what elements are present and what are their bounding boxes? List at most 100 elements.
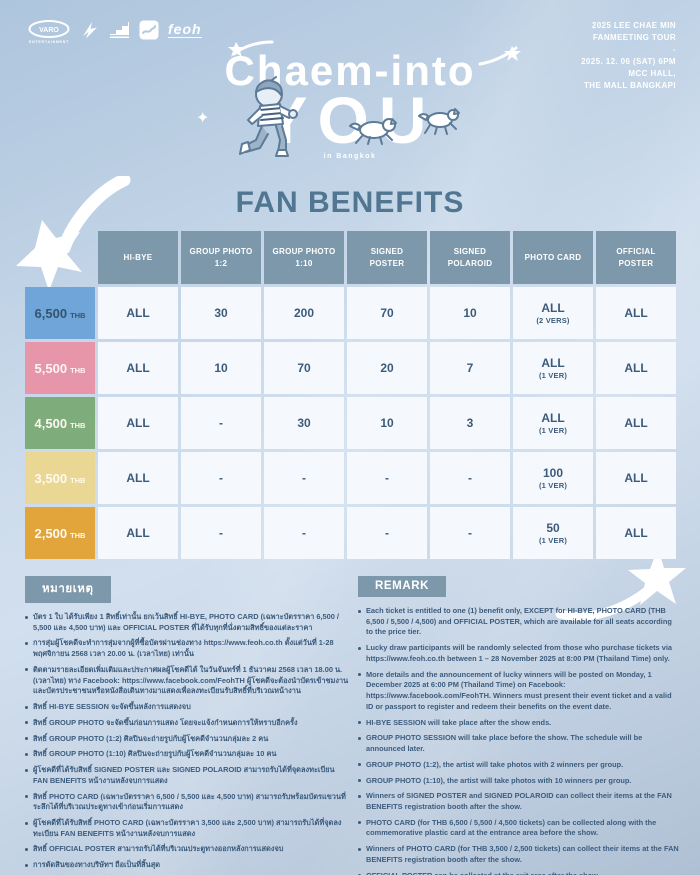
benefit-cell: 7: [430, 342, 510, 394]
price-currency: THB: [70, 530, 86, 540]
steps-logo-icon: [110, 22, 129, 38]
benefit-cell: 200: [264, 287, 344, 339]
shooting-star-left-icon: [16, 176, 131, 291]
remark-list: Each ticket is entitled to one (1) benef…: [358, 606, 680, 875]
benefit-cell: ALL: [98, 507, 178, 559]
benefit-cell: 10: [181, 342, 261, 394]
thai-notes-heading: หมายเหตุ: [25, 576, 111, 603]
list-item: GROUP PHOTO SESSION will take place befo…: [358, 733, 680, 754]
bullet-dot-icon: [25, 795, 28, 799]
col-header-hi-bye: HI-BYE: [98, 231, 178, 284]
price-currency: THB: [70, 420, 86, 430]
bullet-dot-icon: [25, 705, 28, 709]
benefit-cell: ALL: [596, 397, 676, 449]
running-dog-icon: [349, 118, 397, 145]
list-item: GROUP PHOTO (1:10), the artist will take…: [358, 776, 680, 787]
list-item: การตัดสินของทางบริษัทฯ ถือเป็นที่สิ้นสุด: [25, 860, 349, 871]
benefit-cell: 70: [264, 342, 344, 394]
benefit-cell: -: [181, 397, 261, 449]
benefit-cell: 70: [347, 287, 427, 339]
benefit-cell: 100 (1 VER): [513, 452, 593, 504]
remark-heading: REMARK: [358, 576, 447, 597]
benefit-cell: ALL: [596, 287, 676, 339]
benefit-cell: 10: [347, 397, 427, 449]
bullet-dot-icon: [25, 737, 28, 741]
col-header-group-photo-1-2: GROUP PHOTO 1:2: [181, 231, 261, 284]
sparkle-icon: ✦: [196, 110, 210, 127]
list-item: การสุ่มผู้โชคดีจะทำการสุ่มจากผู้ที่ซื้อบ…: [25, 638, 349, 659]
list-item: HI-BYE SESSION will take place after the…: [358, 718, 680, 729]
bullet-dot-icon: [25, 752, 28, 756]
bullet-dot-icon: [25, 768, 28, 772]
price-tier-4500: 4,500 THB: [25, 397, 95, 449]
svg-text:VARO: VARO: [39, 27, 59, 34]
list-item: Winners of SIGNED POSTER and SIGNED POLA…: [358, 791, 680, 812]
info-divider: -: [672, 45, 676, 54]
list-item: More details and the announcement of luc…: [358, 670, 680, 713]
list-item: สิทธิ์ HI-BYE SESSION จะจัดขึ้นหลังการแส…: [25, 702, 349, 713]
running-dog-icon: [418, 108, 460, 135]
list-item: สิทธิ์ GROUP PHOTO (1:2) ศิลปินจะถ่ายรูป…: [25, 734, 349, 745]
event-date: 2025. 12. 06 (SAT) 6PM: [581, 57, 676, 66]
benefit-cell: -: [347, 452, 427, 504]
bullet-dot-icon: [358, 673, 361, 677]
list-item: OFFICIAL POSTER can be collected at the …: [358, 871, 680, 875]
price-currency: THB: [70, 475, 86, 485]
benefit-cell: ALL: [596, 507, 676, 559]
badge-logo-icon: [139, 20, 159, 40]
bullet-dot-icon: [358, 609, 361, 613]
benefit-cell: ALL (2 VERS): [513, 287, 593, 339]
section-title: FAN BENEFITS: [235, 186, 465, 219]
bullet-dot-icon: [25, 721, 28, 725]
list-item: สิทธิ์ OFFICIAL POSTER สามารถรับได้ที่บร…: [25, 844, 349, 855]
list-item: PHOTO CARD (for THB 6,500 / 5,500 / 4,50…: [358, 818, 680, 839]
list-item: ผู้โชคดีที่ได้รับสิทธิ์ SIGNED POSTER แล…: [25, 765, 349, 786]
bullet-dot-icon: [25, 668, 28, 672]
partner-logos: VARO ENTERTAINMENT feoh: [28, 20, 202, 44]
bullet-dot-icon: [25, 863, 28, 867]
col-header-signed-poster: SIGNED POSTER: [347, 231, 427, 284]
bullet-dot-icon: [25, 847, 28, 851]
running-boy-illustration: [239, 76, 298, 157]
benefit-cell: -: [430, 507, 510, 559]
benefit-cell: ALL: [596, 452, 676, 504]
event-title: Chaem-into YOU in Bangkok: [0, 50, 700, 160]
thai-notes-list: บัตร 1 ใบ ได้รับเพียง 1 สิทธิ์เท่านั้น ย…: [25, 612, 349, 875]
varo-ellipse-icon: VARO: [28, 20, 70, 38]
list-item: สิทธิ์ PHOTO CARD (เฉพาะบัตรราคา 6,500 /…: [25, 792, 349, 813]
benefit-cell: -: [264, 452, 344, 504]
benefit-cell: 20: [347, 342, 427, 394]
col-header-group-photo-1-10: GROUP PHOTO 1:10: [264, 231, 344, 284]
bullet-dot-icon: [358, 794, 361, 798]
bullet-dot-icon: [358, 763, 361, 767]
feoh-logo: feoh: [168, 21, 202, 39]
price-tier-6500: 6,500 THB: [25, 287, 95, 339]
list-item: Each ticket is entitled to one (1) benef…: [358, 606, 680, 638]
list-item: Winners of PHOTO CARD (for THB 3,500 / 2…: [358, 844, 680, 865]
bullet-dot-icon: [358, 646, 361, 650]
list-item: ติดตามรายละเอียดเพิ่มเติมและประกาศผลผู้โ…: [25, 665, 349, 697]
benefit-cell: ALL: [98, 287, 178, 339]
benefit-cell: ALL (1 VER): [513, 342, 593, 394]
price-value: 6,500: [34, 305, 68, 321]
list-item: Lucky draw participants will be randomly…: [358, 643, 680, 664]
mini-shooting-star-right-icon: [478, 46, 521, 66]
col-header-official-poster: OFFICIAL POSTER: [596, 231, 676, 284]
price-value: 3,500: [34, 470, 68, 486]
benefit-cell: 10: [430, 287, 510, 339]
benefit-cell: 50 (1 VER): [513, 507, 593, 559]
table-corner-spacer: [25, 231, 95, 284]
list-item: GROUP PHOTO (1:2), the artist will take …: [358, 760, 680, 771]
price-value: 2,500: [34, 525, 68, 541]
bullet-dot-icon: [358, 721, 361, 725]
col-header-signed-polaroid: SIGNED POLAROID: [430, 231, 510, 284]
bolt-logo-icon: [83, 22, 97, 39]
tour-line1: 2025 LEE CHAE MIN: [591, 21, 676, 30]
benefit-cell: ALL (1 VER): [513, 397, 593, 449]
tour-line2: FANMEETING TOUR: [592, 33, 676, 42]
bullet-dot-icon: [25, 821, 28, 825]
benefit-cell: -: [264, 507, 344, 559]
benefit-cell: ALL: [596, 342, 676, 394]
mini-shooting-star-left-icon: [228, 40, 274, 57]
benefit-cell: -: [347, 507, 427, 559]
